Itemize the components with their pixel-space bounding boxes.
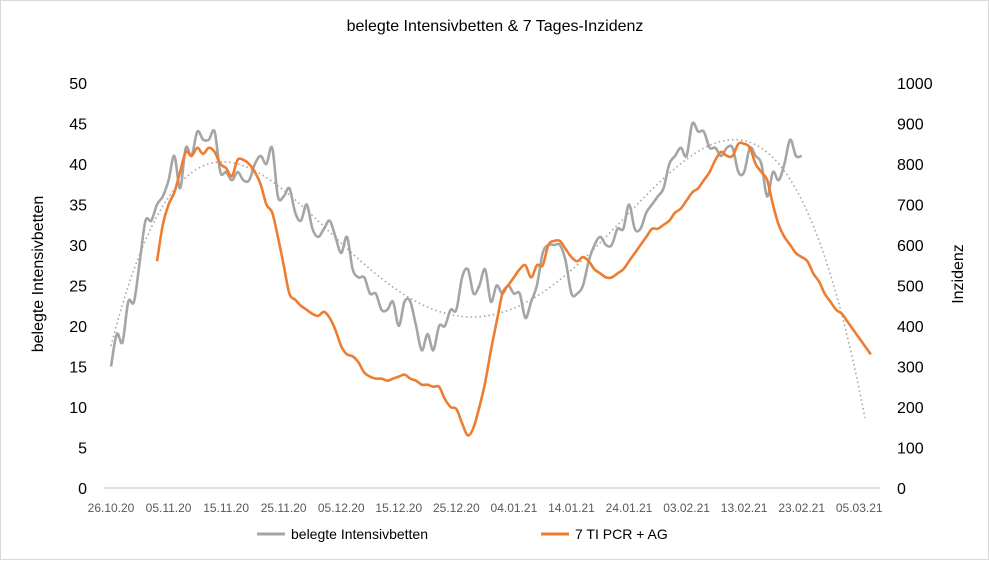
y-axis-right-label: Inzidenz bbox=[950, 244, 967, 304]
x-tick-label: 05.11.20 bbox=[146, 501, 192, 515]
y-left-tick-label: 20 bbox=[69, 319, 87, 336]
x-axis: 26.10.20 05.11.20 15.11.20 25.11.20 05.12.20… bbox=[88, 501, 883, 515]
y-left-tick-label: 10 bbox=[69, 400, 87, 417]
y-axis-left-label: belegte Intensivbetten bbox=[30, 196, 47, 353]
x-tick-label: 04.01.21 bbox=[491, 501, 538, 515]
y-left-tick-label: 30 bbox=[69, 238, 87, 255]
x-tick-label: 13.02.21 bbox=[721, 501, 768, 515]
y-right-tick-label: 100 bbox=[897, 441, 924, 458]
x-tick-label: 15.11.20 bbox=[203, 501, 249, 515]
x-tick-label: 05.03.21 bbox=[836, 501, 883, 515]
y-right-tick-label: 500 bbox=[897, 279, 924, 296]
y-right-tick-label: 300 bbox=[897, 360, 924, 377]
x-tick-label: 03.02.21 bbox=[663, 501, 710, 515]
y-left-tick-label: 0 bbox=[78, 481, 87, 498]
y-left-tick-label: 40 bbox=[69, 157, 87, 174]
x-tick-label: 05.12.20 bbox=[318, 501, 365, 515]
y-left-tick-label: 45 bbox=[69, 117, 87, 134]
y-left-tick-label: 15 bbox=[69, 360, 87, 377]
legend-label-7-ti-pcr-ag: 7 TI PCR + AG bbox=[575, 526, 668, 542]
x-tick-label: 25.12.20 bbox=[433, 501, 480, 515]
y-axis-left: 0 5 10 15 20 25 30 35 40 45 50 bbox=[69, 76, 87, 498]
x-tick-label: 23.02.21 bbox=[778, 501, 825, 515]
y-left-tick-label: 25 bbox=[69, 279, 87, 296]
y-left-tick-label: 50 bbox=[69, 76, 87, 93]
x-tick-label: 14.01.21 bbox=[548, 501, 595, 515]
x-tick-label: 15.12.20 bbox=[375, 501, 422, 515]
legend: belegte Intensivbetten 7 TI PCR + AG bbox=[257, 526, 668, 542]
y-right-tick-label: 200 bbox=[897, 400, 924, 417]
x-tick-label: 25.11.20 bbox=[261, 501, 307, 515]
y-right-tick-label: 600 bbox=[897, 238, 924, 255]
legend-label-belegte-intensivbetten: belegte Intensivbetten bbox=[291, 526, 428, 542]
y-right-tick-label: 800 bbox=[897, 157, 924, 174]
y-left-tick-label: 5 bbox=[78, 441, 87, 458]
y-right-tick-label: 1000 bbox=[897, 76, 933, 93]
y-right-tick-label: 700 bbox=[897, 198, 924, 215]
y-right-tick-label: 900 bbox=[897, 117, 924, 134]
chart-title: belegte Intensivbetten & 7 Tages-Inziden… bbox=[347, 18, 644, 35]
x-tick-label: 26.10.20 bbox=[88, 501, 135, 515]
y-left-tick-label: 35 bbox=[69, 198, 87, 215]
y-right-tick-label: 400 bbox=[897, 319, 924, 336]
series-line-7-ti-pcr-ag bbox=[155, 141, 872, 437]
y-right-tick-label: 0 bbox=[897, 481, 906, 498]
x-tick-label: 24.01.21 bbox=[606, 501, 653, 515]
y-axis-right: 0 100 200 300 400 500 600 700 800 900 1000 bbox=[897, 76, 933, 498]
series-line-belegte-intensivbetten bbox=[109, 121, 803, 367]
